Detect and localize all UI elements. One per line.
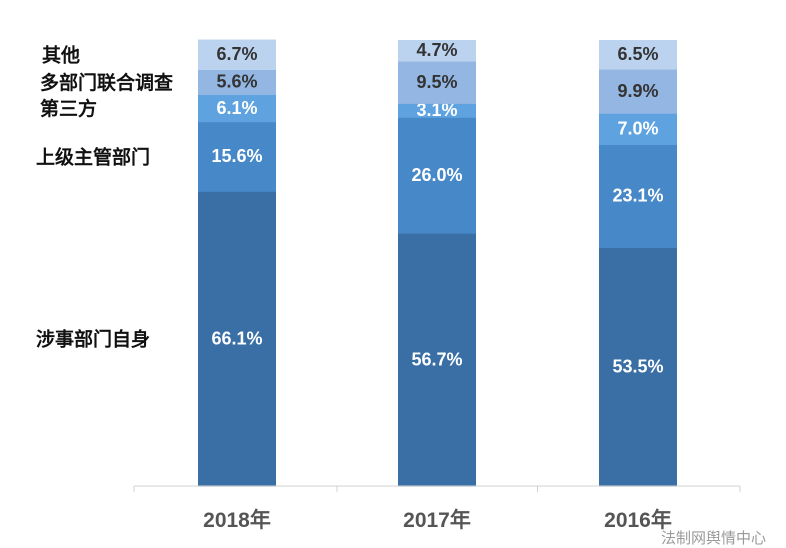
bar-segment bbox=[398, 103, 476, 118]
data-label: 15.6% bbox=[211, 146, 262, 166]
bar-segment bbox=[198, 121, 276, 192]
bar-segment bbox=[398, 60, 476, 104]
data-label: 6.5% bbox=[617, 44, 658, 64]
legend-label: 涉事部门自身 bbox=[36, 328, 150, 351]
data-label: 66.1% bbox=[211, 328, 262, 348]
bar-segment bbox=[599, 68, 677, 114]
watermark: 法制网舆情中心 bbox=[660, 529, 766, 547]
legend-label: 其他 bbox=[42, 43, 80, 66]
bar-segment bbox=[198, 69, 276, 96]
bars-group: 66.1% 15.6% 6.1% 5.6% 6.7% 56.7% 26.0% 3.1% 9.5%… bbox=[198, 39, 677, 487]
data-label: 5.6% bbox=[216, 72, 257, 92]
x-tick-label: 2018年 bbox=[203, 508, 271, 532]
data-label: 56.7% bbox=[411, 349, 462, 369]
bar-segment bbox=[198, 191, 276, 487]
bar-segment bbox=[599, 40, 677, 70]
x-axis: 2018年 2017年 2016年 bbox=[133, 485, 741, 532]
x-tick-label: 2016年 bbox=[604, 508, 672, 532]
bar-segment bbox=[398, 40, 476, 62]
data-label: 23.1% bbox=[612, 186, 663, 206]
legend-label: 上级主管部门 bbox=[36, 145, 150, 168]
data-label: 9.9% bbox=[617, 81, 658, 101]
bar-segment bbox=[198, 39, 276, 71]
data-label: 6.1% bbox=[216, 98, 257, 118]
legend-label: 第三方 bbox=[40, 97, 97, 120]
data-label: 3.1% bbox=[416, 100, 457, 120]
data-label: 7.0% bbox=[617, 119, 658, 139]
bar-segment bbox=[599, 247, 677, 487]
x-tick-label: 2017年 bbox=[403, 508, 471, 532]
legend-label: 多部门联合调查 bbox=[40, 71, 174, 94]
bar-segment bbox=[599, 144, 677, 248]
bar-segment bbox=[599, 113, 677, 145]
data-label: 6.7% bbox=[216, 44, 257, 64]
bar-segment bbox=[398, 117, 476, 234]
data-label: 9.5% bbox=[416, 72, 457, 92]
data-label: 53.5% bbox=[612, 356, 663, 376]
data-label: 4.7% bbox=[416, 40, 457, 60]
data-label: 26.0% bbox=[411, 165, 462, 185]
bar-segment bbox=[198, 94, 276, 123]
bar-segment bbox=[398, 233, 476, 487]
